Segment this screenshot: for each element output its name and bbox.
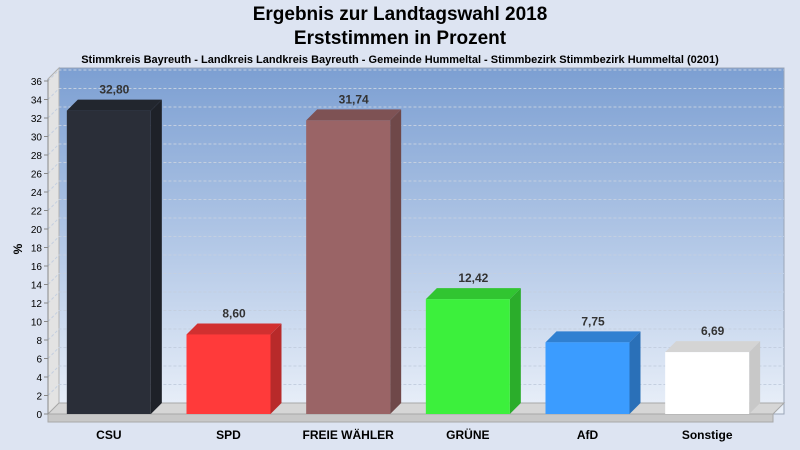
x-category-label: CSU (96, 428, 121, 442)
gridline (47, 143, 784, 156)
x-axis: CSU SPD FREIE WÄHLER GRÜNE AfD Sonstige (96, 427, 733, 442)
gridline (47, 69, 784, 82)
gridline (47, 310, 784, 322)
bar-side (150, 99, 162, 414)
y-tick-label: 10 (31, 318, 43, 329)
bar-side (629, 331, 641, 414)
x-category-label: FREIE WÄHLER (302, 427, 394, 442)
bar-side (270, 323, 282, 414)
bar-value-label: 6,69 (701, 324, 725, 338)
gridline (47, 328, 784, 341)
bar-value-label: 32,80 (99, 83, 129, 97)
gridline (47, 365, 784, 378)
bar-top (665, 341, 761, 353)
gridline (47, 106, 784, 119)
x-category-label: SPD (216, 428, 241, 442)
gridlines (47, 69, 784, 396)
bar-value-label: 8,60 (222, 306, 246, 320)
gridline (47, 347, 784, 359)
bar-sonstige: 6,69 (665, 324, 761, 414)
bar-value-label: 31,74 (339, 92, 369, 106)
gridline (47, 254, 784, 267)
gridline (47, 273, 784, 285)
y-tick-label: 20 (31, 225, 43, 236)
gridline (47, 180, 784, 193)
gridline (47, 384, 784, 396)
y-tick-label: 18 (31, 244, 43, 255)
bar-value-label: 12,42 (458, 271, 488, 285)
gridline (47, 88, 784, 100)
x-category-label: GRÜNE (446, 427, 489, 442)
y-tick-label: 8 (36, 336, 42, 347)
gridline (47, 162, 784, 174)
bar-front (545, 342, 630, 414)
x-category-label: AfD (577, 428, 599, 442)
chart-location-subtitle: Stimmkreis Bayreuth - Landkreis Landkrei… (81, 54, 719, 66)
bar-side (749, 341, 761, 414)
y-tick-label: 14 (31, 281, 43, 292)
bar-top (306, 109, 402, 121)
y-tick-label: 30 (31, 133, 43, 144)
bar-side (509, 288, 521, 414)
y-tick-label: 2 (36, 392, 42, 403)
bar-top (545, 331, 641, 343)
x-category-label: Sonstige (682, 428, 733, 442)
y-tick-label: 24 (31, 188, 43, 199)
bar-top (186, 323, 282, 335)
bar-front (306, 120, 391, 414)
gridline (47, 199, 784, 211)
y-tick-label: 36 (31, 77, 43, 88)
bar-afd: 7,75 (545, 314, 641, 414)
y-tick-label: 28 (31, 151, 43, 162)
y-tick-label: 22 (31, 207, 43, 218)
bar-value-label: 7,75 (581, 314, 605, 328)
gridline (47, 236, 784, 248)
bar-spd: 8,60 (186, 306, 282, 414)
plot-floor-front (47, 413, 774, 423)
y-tick-label: 12 (31, 299, 43, 310)
y-tick-label: 32 (31, 114, 43, 125)
y-axis-label: % (11, 243, 25, 254)
y-tick-label: 4 (36, 373, 42, 384)
y-tick-label: 6 (36, 355, 42, 366)
bar-grüne: 12,42 (425, 271, 521, 414)
bar-csu: 32,80 (66, 83, 162, 414)
bar-front (186, 334, 271, 414)
bar-freie-wähler: 31,74 (306, 92, 402, 414)
y-tick-label: 26 (31, 170, 43, 181)
bar-top (425, 288, 521, 300)
gridline (47, 125, 784, 137)
gridline (47, 291, 784, 304)
y-tick-label: 34 (31, 96, 43, 107)
bar-side (390, 109, 402, 414)
chart-title: Ergebnis zur Landtagswahl 2018 (252, 4, 548, 25)
bars: 32,80 8,60 31,74 12,42 7,75 6,69 (66, 83, 761, 414)
bar-front (66, 110, 151, 414)
bar-top (66, 99, 162, 111)
y-tick-label: 0 (36, 410, 42, 421)
gridline (47, 217, 784, 230)
bar-front (665, 352, 750, 414)
chart-subtitle: Erststimmen in Prozent (293, 28, 507, 49)
bar-front (425, 299, 510, 414)
y-tick-label: 16 (31, 262, 43, 273)
plot-left-wall (47, 66, 60, 416)
